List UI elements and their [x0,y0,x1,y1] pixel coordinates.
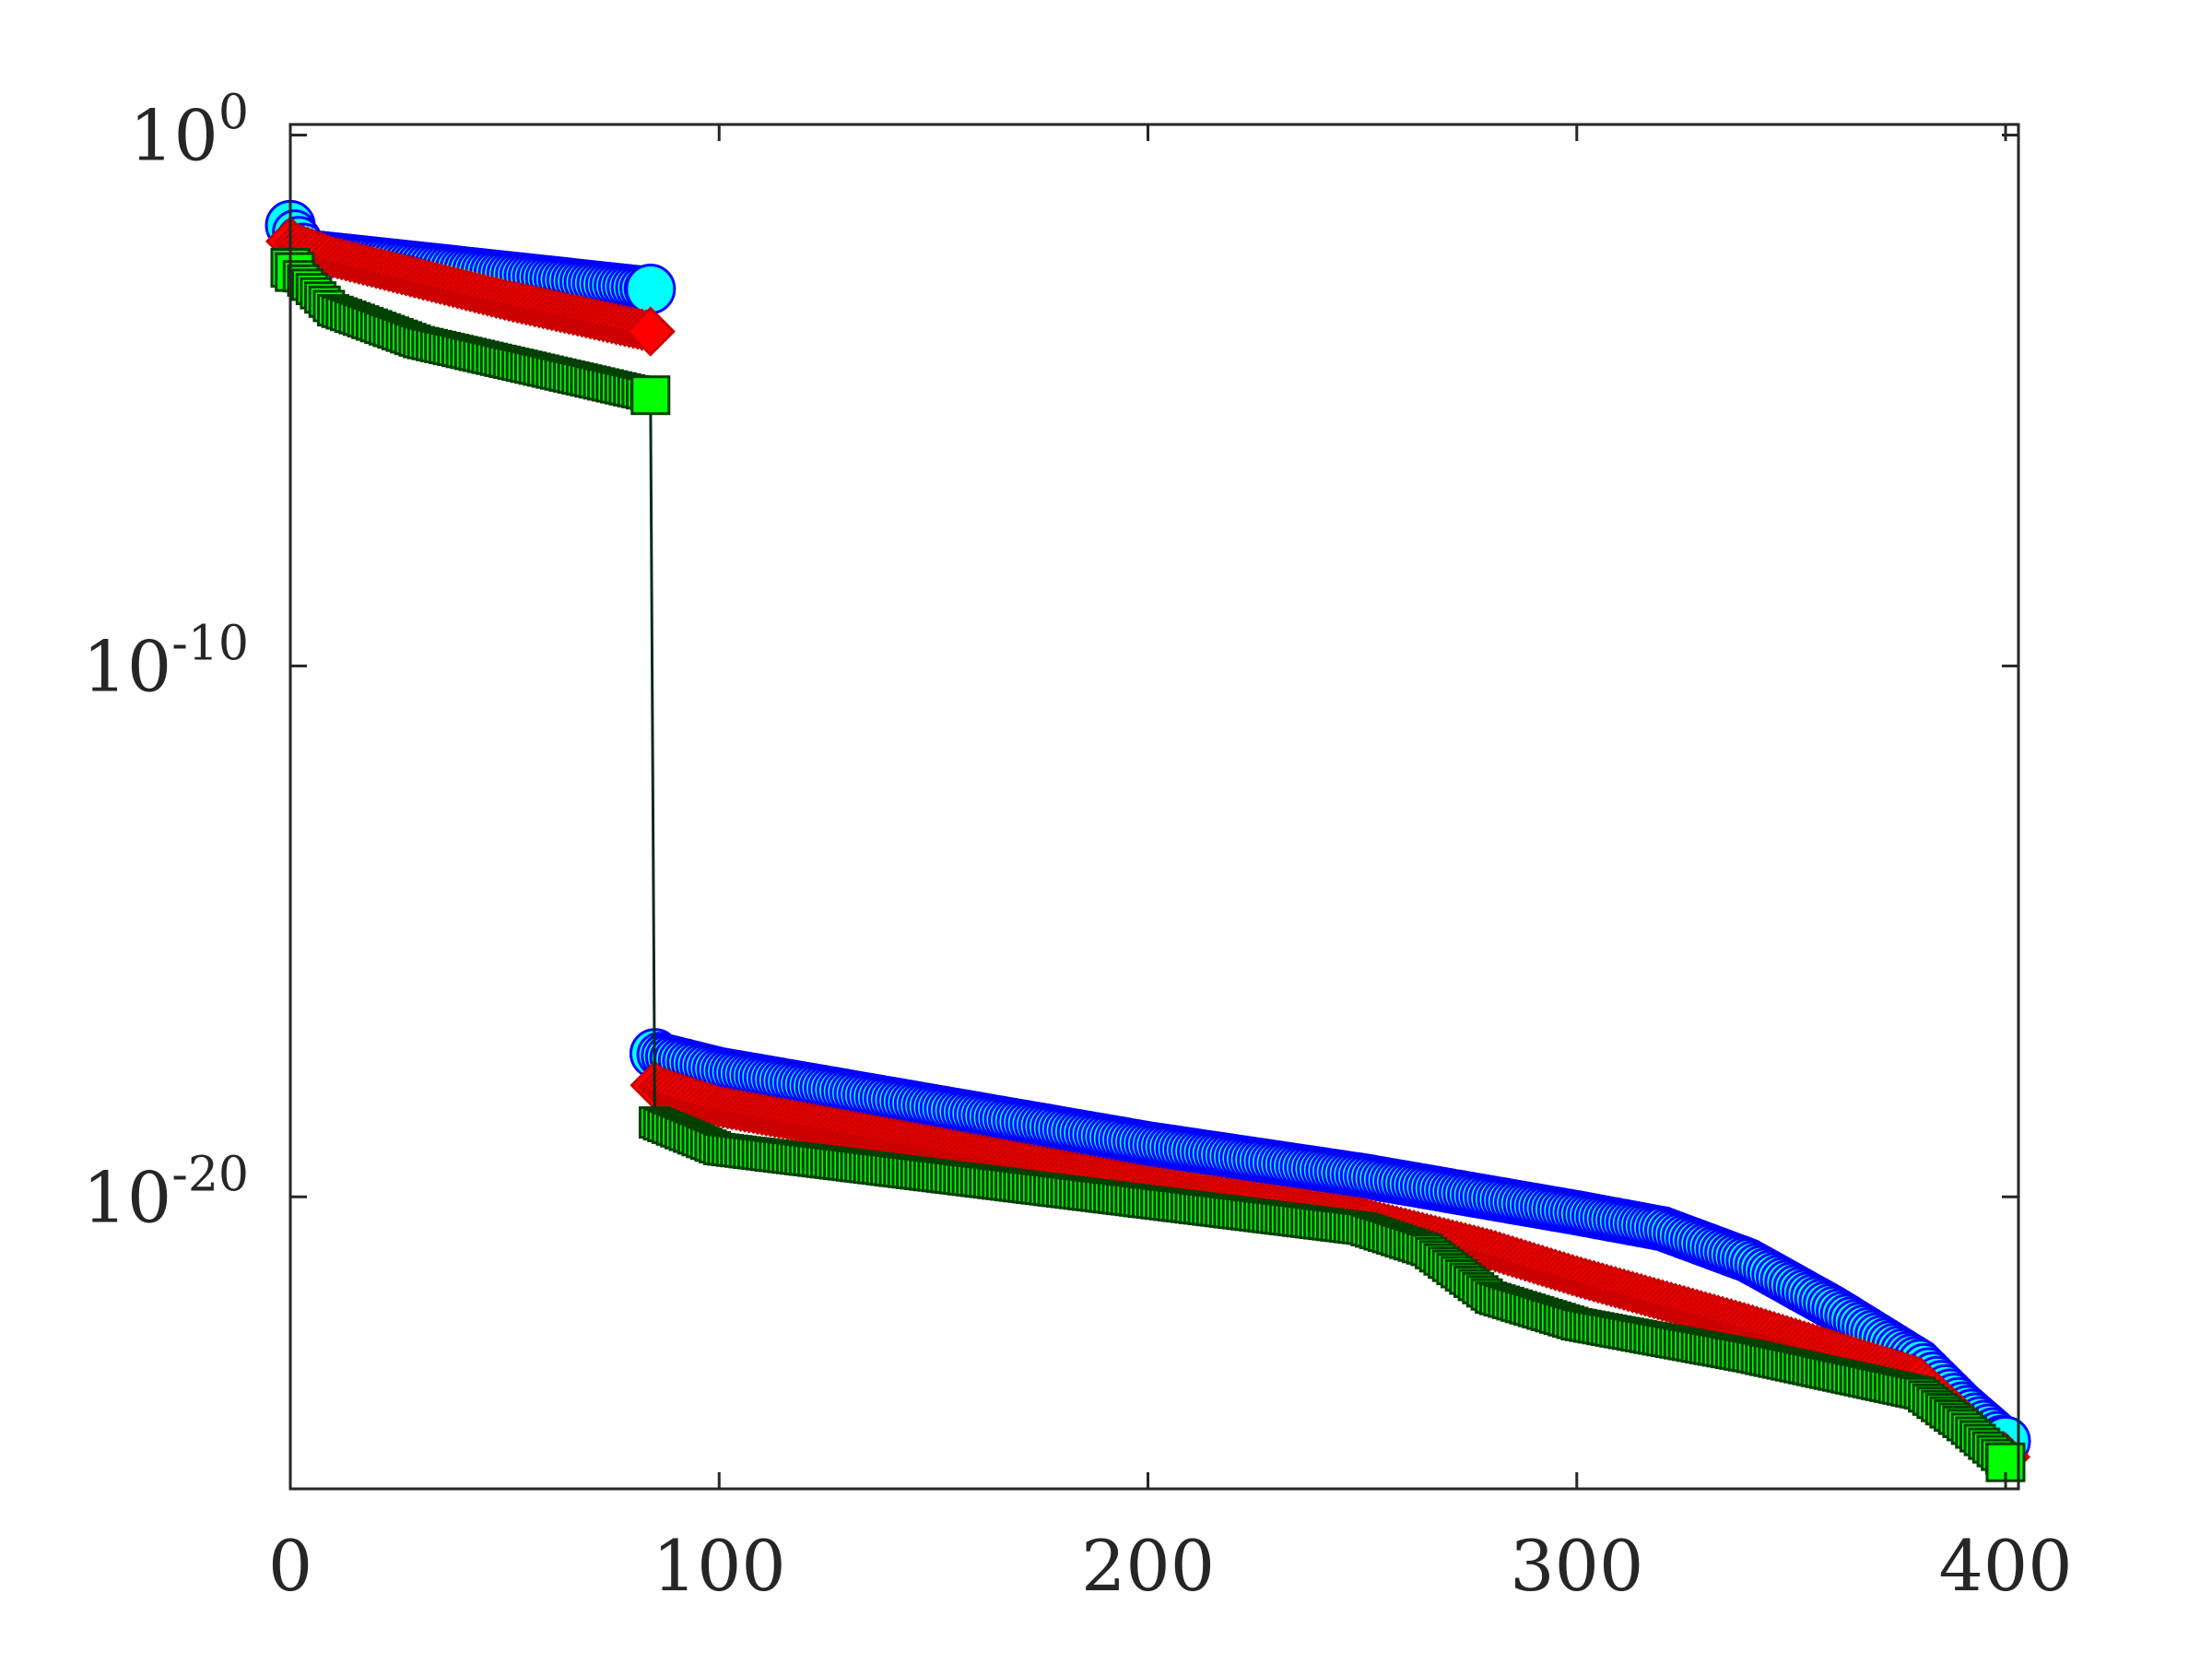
y-axis: 100 10-10 10-20 [83,86,2018,1238]
x-tick-label: 0 [268,1525,312,1607]
data-point-circle [625,264,677,314]
series-square [270,248,2026,1482]
x-tick-label: 300 [1510,1525,1643,1607]
y-tick-label: 10-20 [83,1147,249,1238]
y-tick-label: 10-10 [83,616,249,707]
x-tick-label: 200 [1081,1525,1215,1607]
plot-frame [288,123,2020,1491]
data-point-diamond [625,306,676,357]
series-layer [265,199,2031,1482]
x-tick-label: 400 [1939,1525,2073,1607]
x-axis: 0 100 200 300 400 [268,124,2073,1607]
x-tick-label: 100 [653,1525,786,1607]
data-point-square [630,375,671,416]
y-tick-label: 100 [129,86,249,177]
